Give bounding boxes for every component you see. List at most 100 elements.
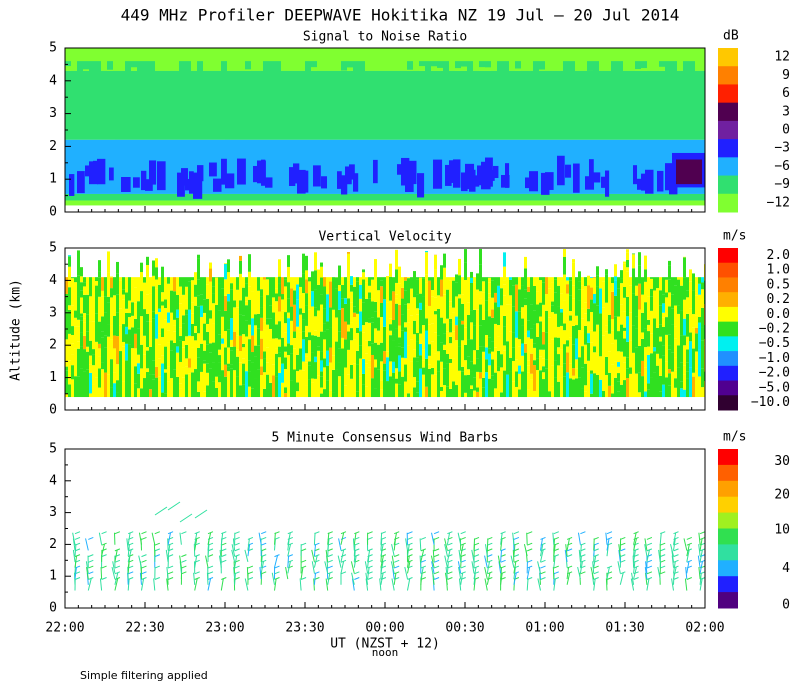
velocity-cell	[605, 325, 608, 332]
velocity-cell	[170, 340, 173, 351]
velocity-cell	[191, 313, 194, 324]
snr-blob	[349, 164, 355, 180]
wind-barb	[354, 548, 360, 552]
snr-patch	[317, 70, 323, 77]
velocity-cell	[326, 329, 329, 351]
velocity-cell	[443, 333, 446, 345]
wind-barb	[207, 532, 212, 545]
velocity-cell	[545, 294, 548, 311]
snr-patch	[371, 70, 377, 76]
wind-barb	[471, 561, 475, 574]
wind-barb	[354, 542, 360, 546]
velocity-cell	[284, 279, 287, 287]
snr-patch	[533, 61, 539, 75]
wind-barb	[553, 544, 556, 557]
wind-barb	[513, 559, 520, 563]
velocity-cell	[326, 365, 329, 381]
velocity-cell	[86, 346, 89, 352]
velocity-cell	[554, 313, 557, 338]
velocity-cell	[203, 299, 206, 313]
velocity-cell	[230, 368, 233, 398]
velocity-cell	[530, 379, 533, 398]
snr-edge	[245, 156, 250, 160]
velocity-cell	[95, 277, 98, 282]
snr-patch	[155, 70, 161, 80]
velocity-cell	[125, 312, 128, 327]
velocity-cell	[197, 391, 200, 398]
velocity-cell	[464, 375, 467, 393]
velocity-cell	[296, 371, 299, 383]
velocity-cell	[323, 358, 326, 368]
velocity-cell	[173, 369, 176, 398]
velocity-cell	[422, 296, 425, 320]
velocity-cell	[548, 277, 551, 289]
velocity-cell	[533, 310, 536, 325]
wind-barb	[444, 572, 448, 585]
wind-barb	[564, 549, 568, 562]
wind-barb	[221, 559, 227, 563]
snr-edge	[280, 143, 285, 160]
velocity-cell	[377, 330, 380, 345]
velocity-cell	[482, 277, 485, 282]
velocity-cell	[365, 322, 368, 341]
velocity-cell	[557, 285, 560, 307]
snr-blob	[345, 166, 352, 185]
velocity-cell	[557, 277, 560, 286]
wind-barb	[247, 538, 250, 551]
velocity-cell	[164, 372, 167, 394]
velocity-cell	[458, 346, 461, 371]
velocity-cell	[596, 286, 599, 306]
velocity-cell	[470, 388, 473, 398]
velocity-cell	[491, 317, 494, 342]
velocity-cell	[521, 307, 524, 319]
velocity-cell	[413, 387, 416, 398]
velocity-cell	[467, 277, 470, 303]
velocity-cell	[290, 277, 293, 289]
velocity-cell	[431, 277, 434, 291]
velocity-cell	[185, 277, 188, 287]
wind-barb	[127, 532, 131, 545]
velocity-cell	[125, 368, 128, 398]
velocity-cell	[542, 379, 545, 398]
velocity-cell	[146, 294, 149, 315]
snr-blob	[433, 159, 443, 189]
velocity-cell	[194, 305, 197, 326]
velocity-cell	[206, 323, 209, 332]
velocity-cell	[305, 362, 308, 386]
velocity-cell	[227, 259, 230, 273]
velocity-cell	[410, 390, 413, 398]
velocity-cell	[431, 290, 434, 297]
velocity-cell	[662, 355, 665, 385]
velocity-cell	[467, 302, 470, 315]
velocity-cell	[533, 285, 536, 311]
snr-edge	[470, 144, 475, 160]
velocity-cell	[350, 328, 353, 341]
velocity-cell	[689, 367, 692, 398]
velocity-cell	[536, 291, 539, 305]
wind-barb	[194, 538, 198, 551]
wind-barb	[207, 577, 214, 580]
wind-barb	[407, 578, 411, 591]
velocity-cell	[314, 316, 317, 331]
velocity-cell	[701, 327, 704, 341]
velocity-cell	[449, 301, 452, 307]
velocity-cell	[416, 314, 419, 333]
velocity-cell	[125, 343, 128, 361]
snr-blob	[657, 170, 664, 192]
velocity-cell	[548, 363, 551, 392]
velocity-cell	[158, 358, 161, 377]
velocity-cell	[311, 382, 314, 398]
velocity-cell	[260, 338, 263, 360]
velocity-cell	[611, 385, 614, 394]
wind-barb	[447, 548, 453, 552]
velocity-cell	[635, 285, 638, 296]
velocity-cell	[248, 371, 251, 387]
velocity-cell	[89, 372, 92, 394]
velocity-cell	[185, 286, 188, 299]
velocity-cell	[278, 259, 281, 277]
velocity-cell	[95, 341, 98, 359]
velocity-cell	[584, 325, 587, 345]
snr-edge	[385, 140, 390, 160]
velocity-cell	[407, 309, 410, 323]
velocity-cell	[338, 309, 341, 332]
